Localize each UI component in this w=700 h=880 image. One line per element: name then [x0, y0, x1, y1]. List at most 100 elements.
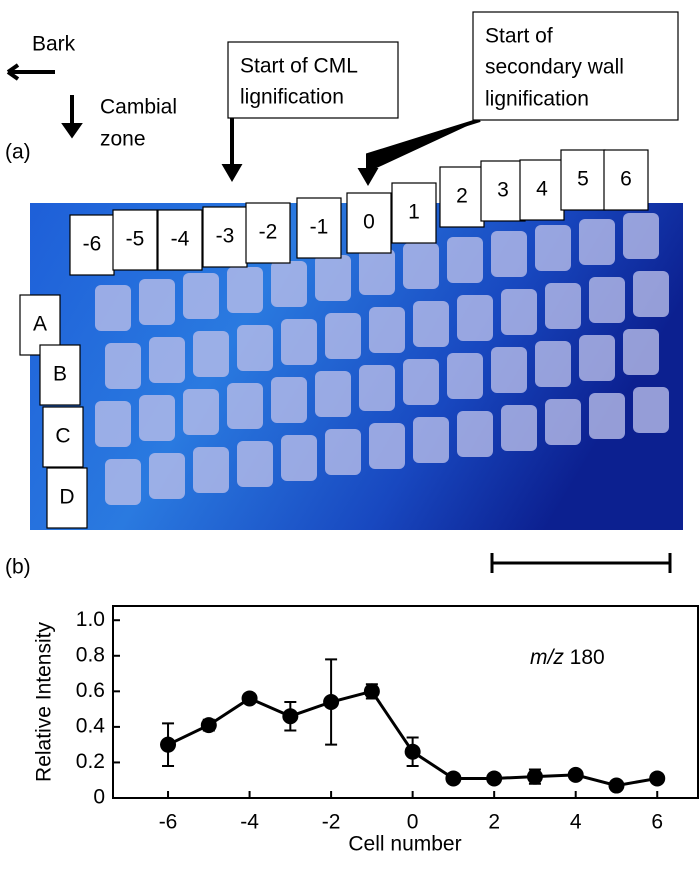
- cell-overlay: [227, 383, 263, 429]
- x-tick-label: 6: [651, 811, 663, 834]
- x-tick-label: -6: [159, 811, 178, 834]
- cell-overlay: [535, 341, 571, 387]
- cell-overlay: [95, 285, 131, 331]
- annotation-text: 180: [570, 646, 605, 669]
- cell-overlay: [369, 423, 405, 469]
- cell-label-box: [480, 160, 526, 222]
- y-tick-label: 0.4: [76, 714, 106, 737]
- cell-label: 5: [577, 168, 589, 191]
- cell-overlay: [633, 387, 669, 433]
- cell-label: 0: [363, 211, 375, 234]
- cell-label: -5: [126, 228, 145, 251]
- cell-overlay: [579, 335, 615, 381]
- data-point: [445, 770, 462, 787]
- y-tick-label: 0: [93, 786, 105, 809]
- callout-text: lignification: [240, 86, 344, 109]
- cell-label-box: [519, 159, 565, 221]
- cell-overlay: [315, 371, 351, 417]
- cell-overlay: [105, 343, 141, 389]
- cell-overlay: [149, 453, 185, 499]
- y-axis-label: Relative Intensity: [33, 622, 56, 782]
- cell-label: 1: [408, 201, 420, 224]
- cell-label-box: [202, 206, 248, 268]
- row-label: C: [55, 425, 70, 448]
- cell-overlay: [623, 329, 659, 375]
- cell-overlay: [491, 231, 527, 277]
- data-point: [567, 766, 584, 783]
- x-tick-label: -4: [240, 811, 259, 834]
- data-point: [649, 770, 666, 787]
- cell-overlay: [501, 289, 537, 335]
- cell-label-box: [439, 166, 485, 228]
- cell-overlay: [447, 353, 483, 399]
- cell-label: -6: [83, 233, 102, 256]
- cell-overlay: [403, 359, 439, 405]
- annotation: m/z 180: [530, 646, 605, 669]
- data-point: [486, 770, 503, 787]
- cell-overlay: [457, 295, 493, 341]
- cell-overlay: [369, 307, 405, 353]
- panel-label: (a): [5, 141, 31, 164]
- cell-overlay: [623, 213, 659, 259]
- cell-overlay: [281, 435, 317, 481]
- x-axis-label: Cell number: [348, 833, 461, 856]
- data-point: [160, 736, 177, 753]
- cell-label-box: [157, 209, 203, 271]
- row-label-box: [39, 344, 81, 406]
- x-tick-label: -2: [322, 811, 341, 834]
- cell-label-box: [391, 182, 437, 244]
- y-tick-label: 0.6: [76, 679, 105, 702]
- data-point: [200, 717, 217, 734]
- y-tick-label: 1.0: [76, 608, 105, 631]
- cell-overlay: [325, 429, 361, 475]
- cell-overlay: [545, 399, 581, 445]
- cell-overlay: [281, 319, 317, 365]
- cambial-label: Cambial: [100, 96, 177, 119]
- callout-text: Start of: [485, 25, 553, 48]
- cell-label: 6: [620, 168, 632, 191]
- cell-overlay: [139, 395, 175, 441]
- cell-label: 3: [497, 179, 509, 202]
- x-tick-label: 2: [488, 811, 500, 834]
- annotation-italic: m/z: [530, 646, 564, 669]
- data-point: [526, 768, 543, 785]
- cell-label: -2: [259, 221, 278, 244]
- cell-overlay: [359, 249, 395, 295]
- data-point: [608, 777, 625, 794]
- cell-overlay: [193, 447, 229, 493]
- cell-label-box: [346, 192, 392, 254]
- cell-label: -3: [216, 225, 235, 248]
- sw-arrow: [357, 118, 481, 186]
- cell-overlay: [447, 237, 483, 283]
- cml-arrow: [221, 118, 243, 182]
- cell-label: 4: [536, 178, 548, 201]
- data-point: [404, 743, 421, 760]
- cell-overlay: [237, 441, 273, 487]
- cell-overlay: [589, 393, 625, 439]
- cell-label-box: [112, 209, 158, 271]
- cell-overlay: [95, 401, 131, 447]
- cell-overlay: [315, 255, 351, 301]
- row-label-box: [46, 467, 88, 529]
- cell-overlay: [403, 243, 439, 289]
- data-point: [282, 708, 299, 725]
- data-point: [323, 694, 340, 710]
- cell-label: -1: [310, 216, 329, 239]
- cell-overlay: [535, 225, 571, 271]
- data-point: [241, 690, 258, 707]
- cell-label-box: [245, 202, 291, 264]
- cell-overlay: [545, 283, 581, 329]
- cell-overlay: [359, 365, 395, 411]
- row-label: D: [59, 486, 74, 509]
- cell-overlay: [149, 337, 185, 383]
- cell-label: -4: [171, 228, 190, 251]
- x-tick-label: 0: [407, 811, 419, 834]
- cell-overlay: [413, 417, 449, 463]
- cambial-arrow: [61, 95, 83, 139]
- cell-label-box: [603, 149, 649, 211]
- cell-overlay: [491, 347, 527, 393]
- callout-text: Start of CML: [240, 55, 358, 78]
- data-point: [363, 683, 380, 700]
- cell-overlay: [227, 267, 263, 313]
